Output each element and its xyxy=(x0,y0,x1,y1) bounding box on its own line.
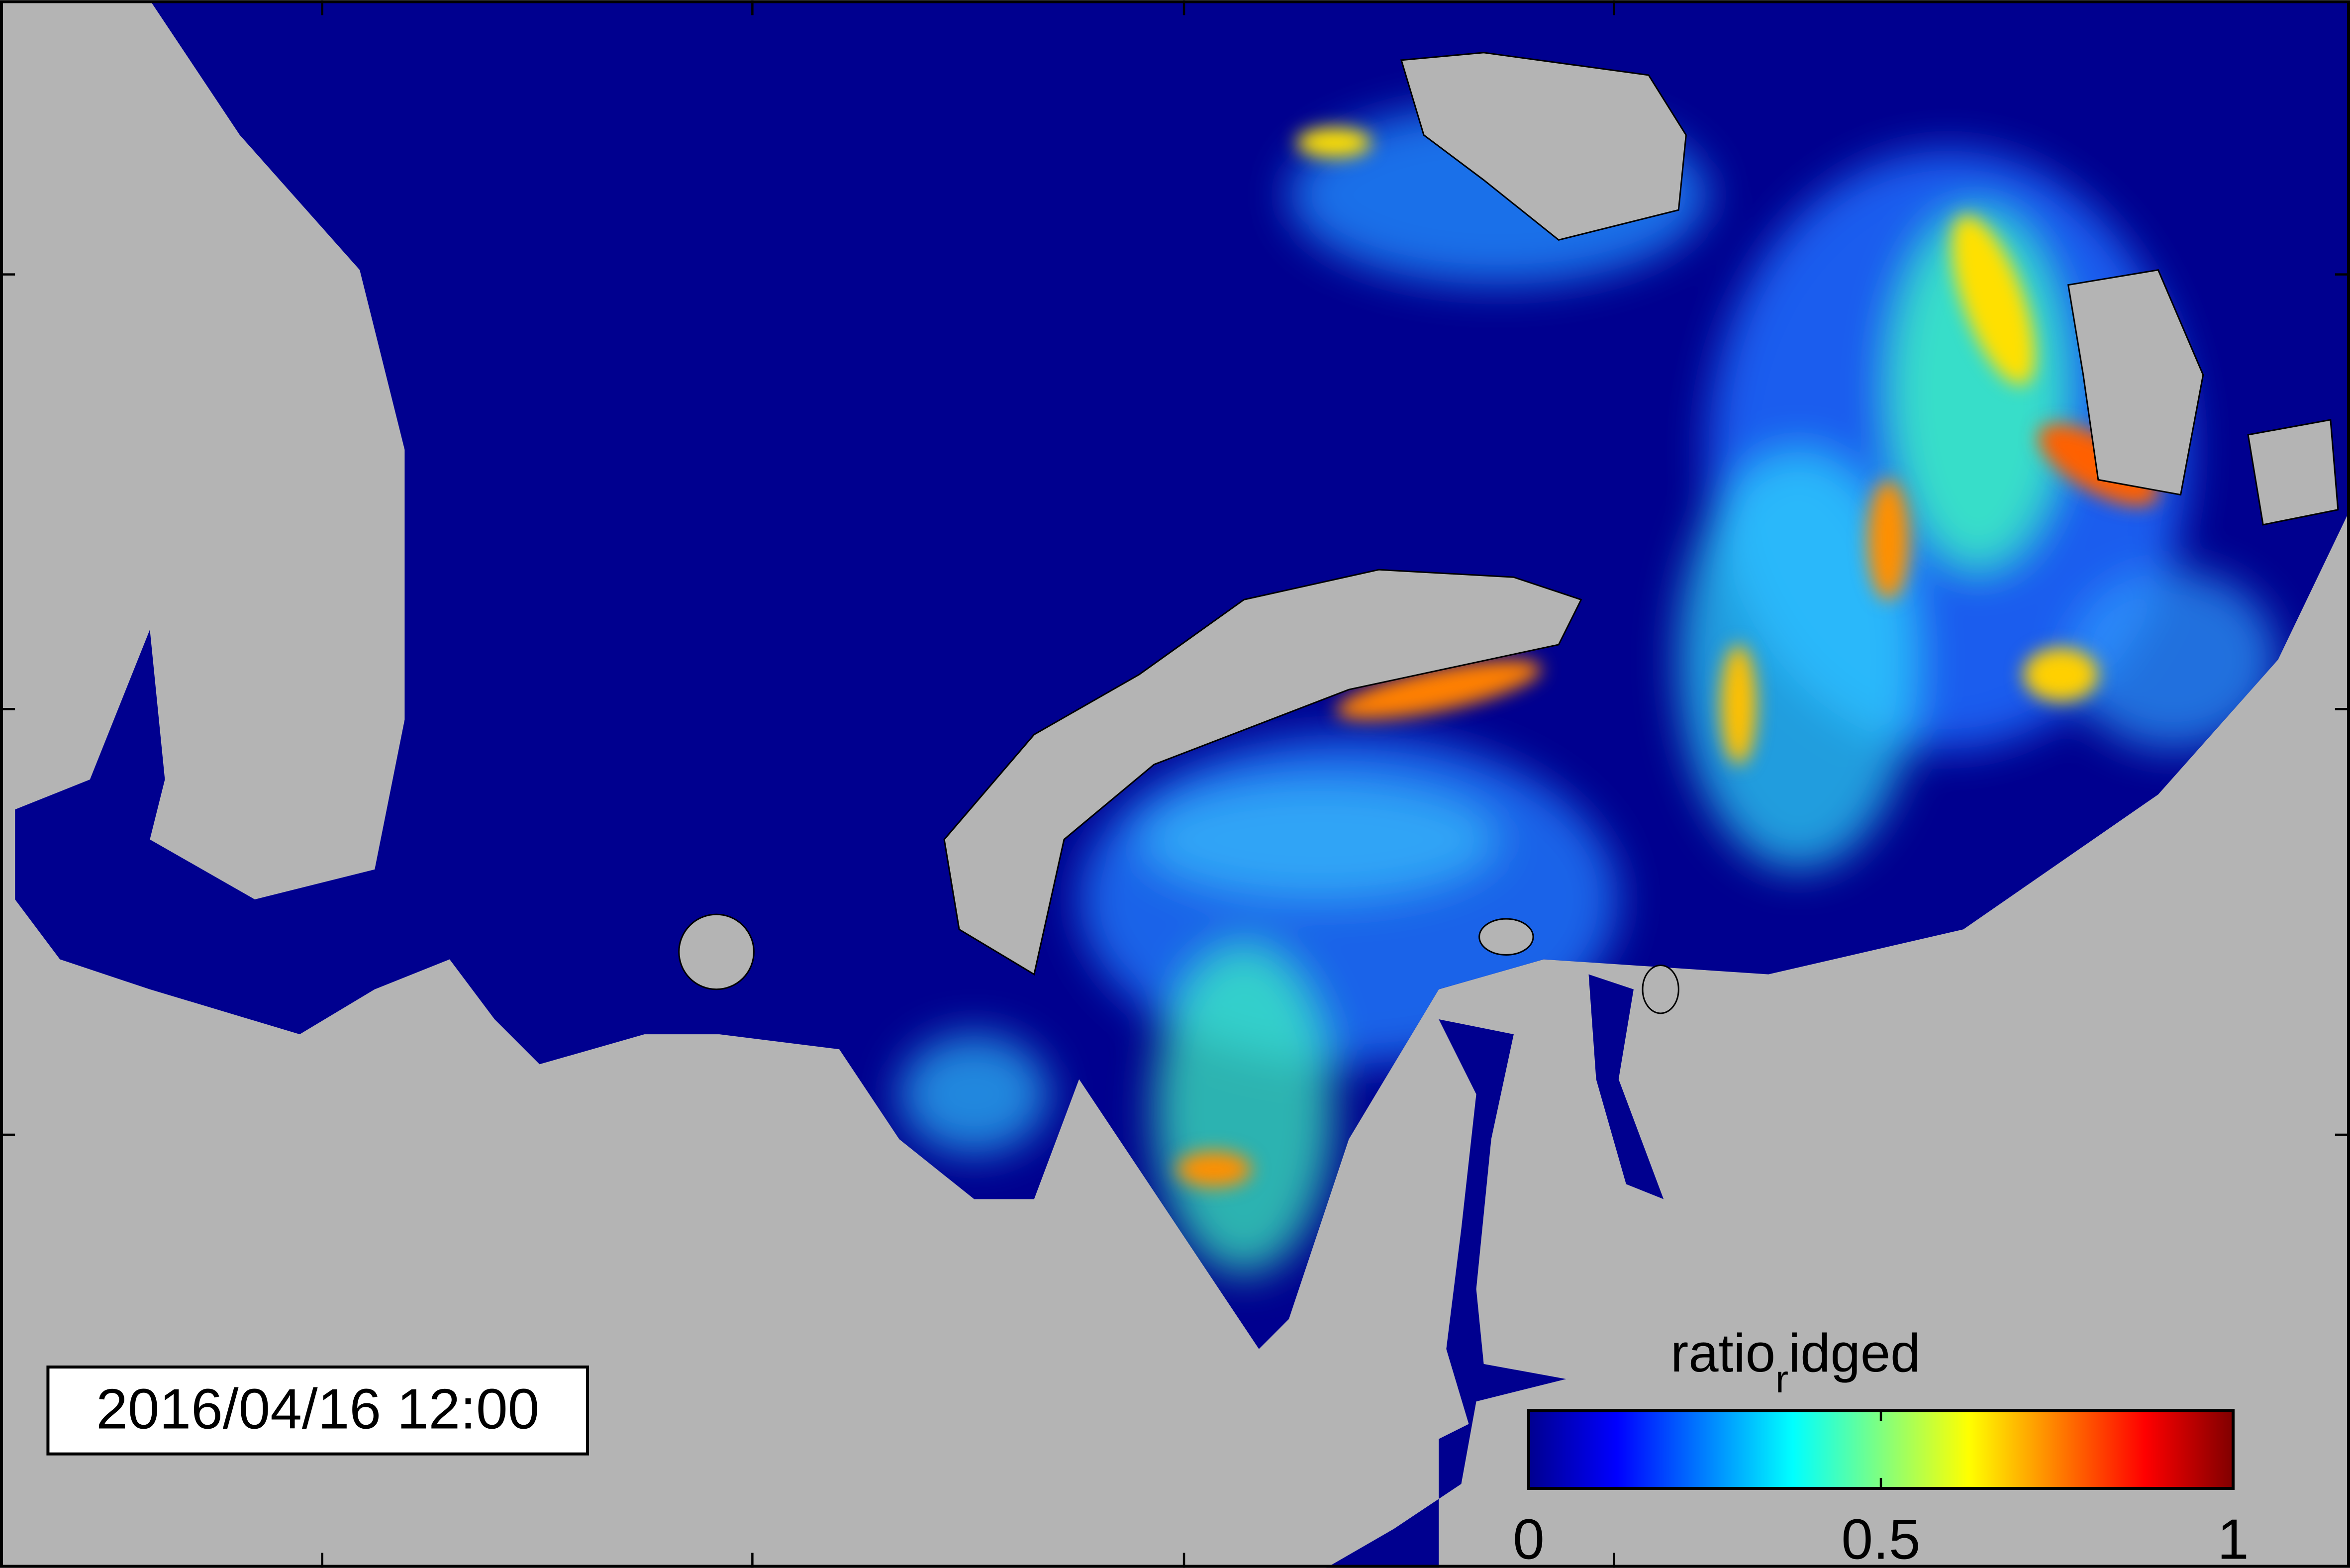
colorbar-scale xyxy=(1527,1409,2235,1490)
river-channel xyxy=(1326,1019,1567,1568)
colorbar-tick-label: 1 xyxy=(2217,1508,2249,1568)
label-subscript: r xyxy=(1775,1357,1788,1401)
timestamp-background xyxy=(46,1365,589,1456)
colorbar-tick-label: 0 xyxy=(1513,1508,1545,1568)
land-islands xyxy=(678,52,2339,1014)
label-base: ratio xyxy=(1670,1323,1775,1383)
colorbar: ratioridged 0 0.5 1 xyxy=(1513,1323,2249,1568)
estuary xyxy=(1588,974,1664,1199)
timestamp-box: 2016/04/16 12:00 xyxy=(46,1365,589,1456)
label-rest: idged xyxy=(1788,1323,1920,1383)
timestamp: 2016/04/16 12:00 xyxy=(96,1377,539,1441)
colorbar-tick-label: 0.5 xyxy=(1841,1508,1920,1568)
colorbar-label: ratioridged xyxy=(1670,1323,1920,1401)
